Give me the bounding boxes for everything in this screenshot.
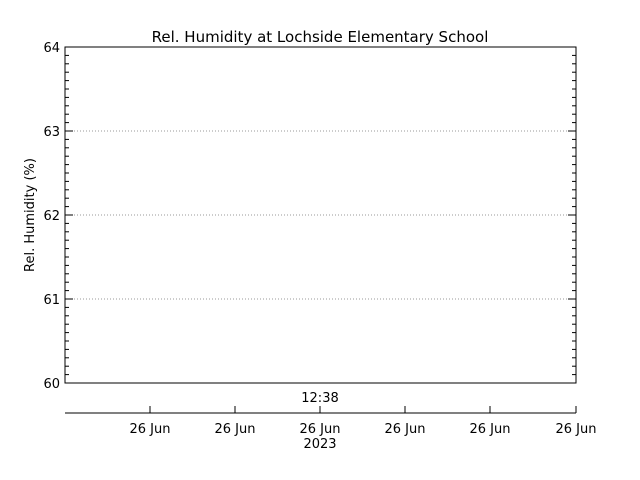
x-date-tick-label: 26 Jun [215,422,256,437]
x-date-tick-label: 26 Jun [385,422,426,437]
chart-title: Rel. Humidity at Lochside Elementary Sch… [152,28,489,46]
y-tick-label: 60 [43,377,60,392]
x-date-tick-label: 26 Jun [300,422,341,437]
date-axis: 26 Jun 26 Jun 26 Jun 26 Jun 26 Jun 26 Jun [130,406,597,437]
x-date-tick-label: 26 Jun [556,422,597,437]
y-tick-label: 64 [43,41,60,56]
time-label: 12:38 [301,391,338,406]
x-date-tick-label: 26 Jun [470,422,511,437]
plot-frame [64,46,577,384]
year-label: 2023 [303,437,336,452]
y-tick-label: 63 [43,125,60,140]
y-axis-label: Rel. Humidity (%) [23,158,38,272]
grid-lines [65,130,576,300]
y-tick-labels: 60 61 62 63 64 [43,41,60,392]
y-tick-label: 62 [43,209,60,224]
y-tick-label: 61 [43,293,60,308]
x-date-tick-label: 26 Jun [130,422,171,437]
